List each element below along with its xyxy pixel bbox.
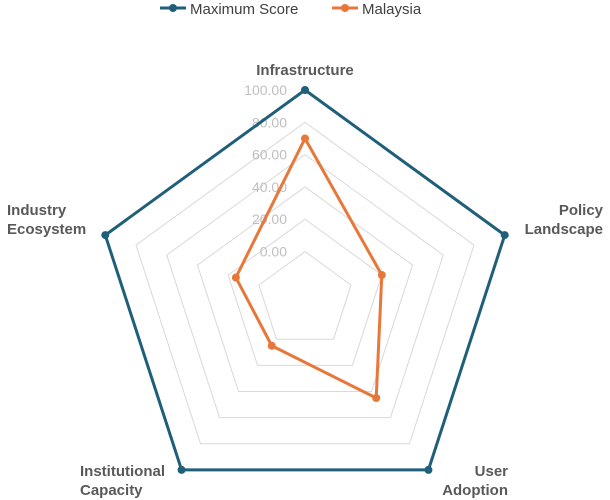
grid-ring-4 bbox=[135, 121, 475, 445]
data-point-1-4 bbox=[231, 273, 240, 282]
legend-item-0: Maximum Score bbox=[160, 1, 298, 18]
axis-label-2: User Adoption bbox=[442, 463, 508, 499]
series-line-0 bbox=[103, 88, 507, 472]
axis-label-1: Policy Landscape bbox=[525, 202, 604, 238]
tick-label-1: 20.00 bbox=[252, 211, 287, 227]
data-point-0-2 bbox=[424, 465, 433, 474]
grid-ring-0 bbox=[258, 250, 352, 340]
data-point-0-0 bbox=[301, 86, 309, 94]
series-0 bbox=[101, 86, 509, 474]
series-group bbox=[101, 86, 509, 474]
legend-marker-0 bbox=[169, 4, 177, 12]
axis-label-0: Infrastructure bbox=[256, 62, 354, 79]
grid-ring-3 bbox=[166, 153, 444, 419]
tick-label-3: 60.00 bbox=[252, 147, 287, 163]
data-point-0-3 bbox=[177, 465, 186, 474]
data-point-0-4 bbox=[101, 231, 110, 240]
axis-labels: Infrastructure Policy Landscape User Adoptio… bbox=[7, 62, 604, 499]
data-point-0-1 bbox=[500, 231, 509, 240]
data-point-1-2 bbox=[372, 394, 381, 403]
legend-item-1: Malaysia bbox=[332, 1, 422, 18]
axis-label-4: Industry Ecosystem bbox=[7, 202, 86, 238]
legend-label-0: Maximum Score bbox=[190, 1, 298, 18]
grid-ring-1 bbox=[227, 218, 383, 366]
tick-label-5: 100.00 bbox=[244, 82, 287, 98]
tick-label-0: 0.00 bbox=[260, 244, 287, 260]
grid bbox=[104, 89, 506, 471]
series-line-1 bbox=[234, 136, 384, 400]
data-point-1-3 bbox=[267, 341, 276, 350]
legend-marker-1 bbox=[341, 4, 349, 12]
grid-ring-2 bbox=[196, 186, 414, 392]
tick-label-4: 80.00 bbox=[252, 114, 287, 130]
legend-label-1: Malaysia bbox=[362, 1, 422, 18]
series-1 bbox=[231, 134, 386, 403]
data-point-1-0 bbox=[301, 134, 309, 143]
data-point-1-1 bbox=[377, 271, 386, 280]
grid-ring-5 bbox=[104, 89, 506, 471]
axis-label-3: Institutional Capacity bbox=[80, 463, 165, 499]
legend: Maximum Score Malaysia bbox=[160, 1, 422, 18]
